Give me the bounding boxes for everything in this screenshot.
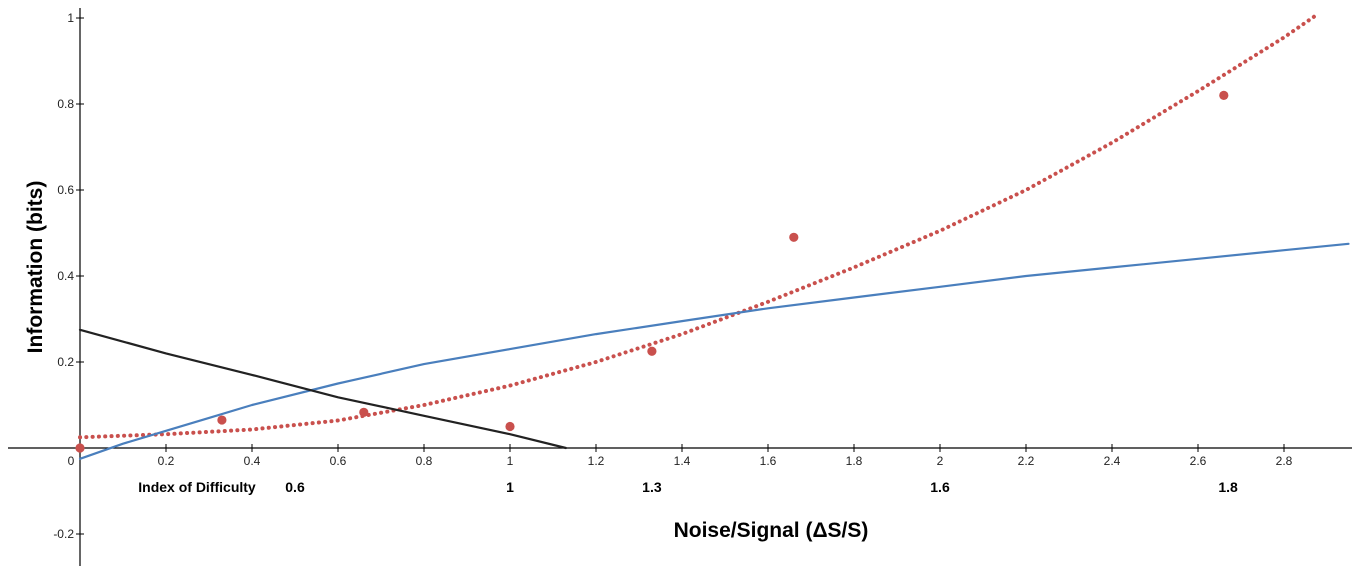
fit-curve-dotted <box>78 11 1321 440</box>
x-tick-label: 1.8 <box>846 454 863 468</box>
index-of-difficulty-value: 1.3 <box>642 479 662 495</box>
x-tick-label: 1 <box>507 454 514 468</box>
y-tick-label: 0.4 <box>57 269 74 283</box>
x-tick-label: 1.4 <box>674 454 691 468</box>
data-point <box>1219 90 1229 100</box>
data-point <box>647 346 657 356</box>
y-tick-label: 0.2 <box>57 355 74 369</box>
index-of-difficulty-label: Index of Difficulty <box>138 479 256 495</box>
x-tick-label: 0.2 <box>158 454 175 468</box>
y-tick-label: 0.8 <box>57 97 74 111</box>
y-tick-label: 1 <box>67 11 74 25</box>
data-point <box>505 421 515 432</box>
x-tick-label: 2.2 <box>1018 454 1035 468</box>
y-tick-label: 0.6 <box>57 183 74 197</box>
information-curve <box>78 242 1350 460</box>
x-tick-label: 2 <box>937 454 944 468</box>
x-tick-label: 1.6 <box>760 454 777 468</box>
axes-layer <box>8 8 1352 566</box>
y-axis-title: Information (bits) <box>24 181 47 354</box>
x-tick-label: 0.8 <box>416 454 433 468</box>
x-tick-label: 0.4 <box>244 454 261 468</box>
data-point <box>75 443 85 453</box>
index-of-difficulty-value: 1 <box>506 479 514 495</box>
difficulty-curve <box>78 328 568 450</box>
x-tick-label: 1.2 <box>588 454 605 468</box>
x-tick-label: 0.6 <box>330 454 347 468</box>
x-tick-label: 2.4 <box>1104 454 1121 468</box>
index-of-difficulty-value: 0.6 <box>285 479 305 495</box>
x-tick-label: 0 <box>68 454 75 468</box>
data-point <box>217 415 227 425</box>
x-tick-label: 2.8 <box>1276 454 1293 468</box>
x-tick-label: 2.6 <box>1190 454 1207 468</box>
series-layer <box>75 11 1350 460</box>
x-axis-title: Noise/Signal (ΔS/S) <box>674 519 869 542</box>
data-point <box>789 232 799 242</box>
ticks-layer: 0 0.2 0.4 0.6 0.8 1 1.2 1.4 1.6 1.8 2 2.2 2.4 2.6 2.8 -… <box>53 11 1292 541</box>
index-of-difficulty-value: 1.8 <box>1218 479 1238 495</box>
index-of-difficulty-row: Index of Difficulty 0.6 1 1.3 1.6 1.8 <box>138 479 1238 495</box>
index-of-difficulty-value: 1.6 <box>930 479 950 495</box>
y-tick-label: -0.2 <box>53 527 74 541</box>
